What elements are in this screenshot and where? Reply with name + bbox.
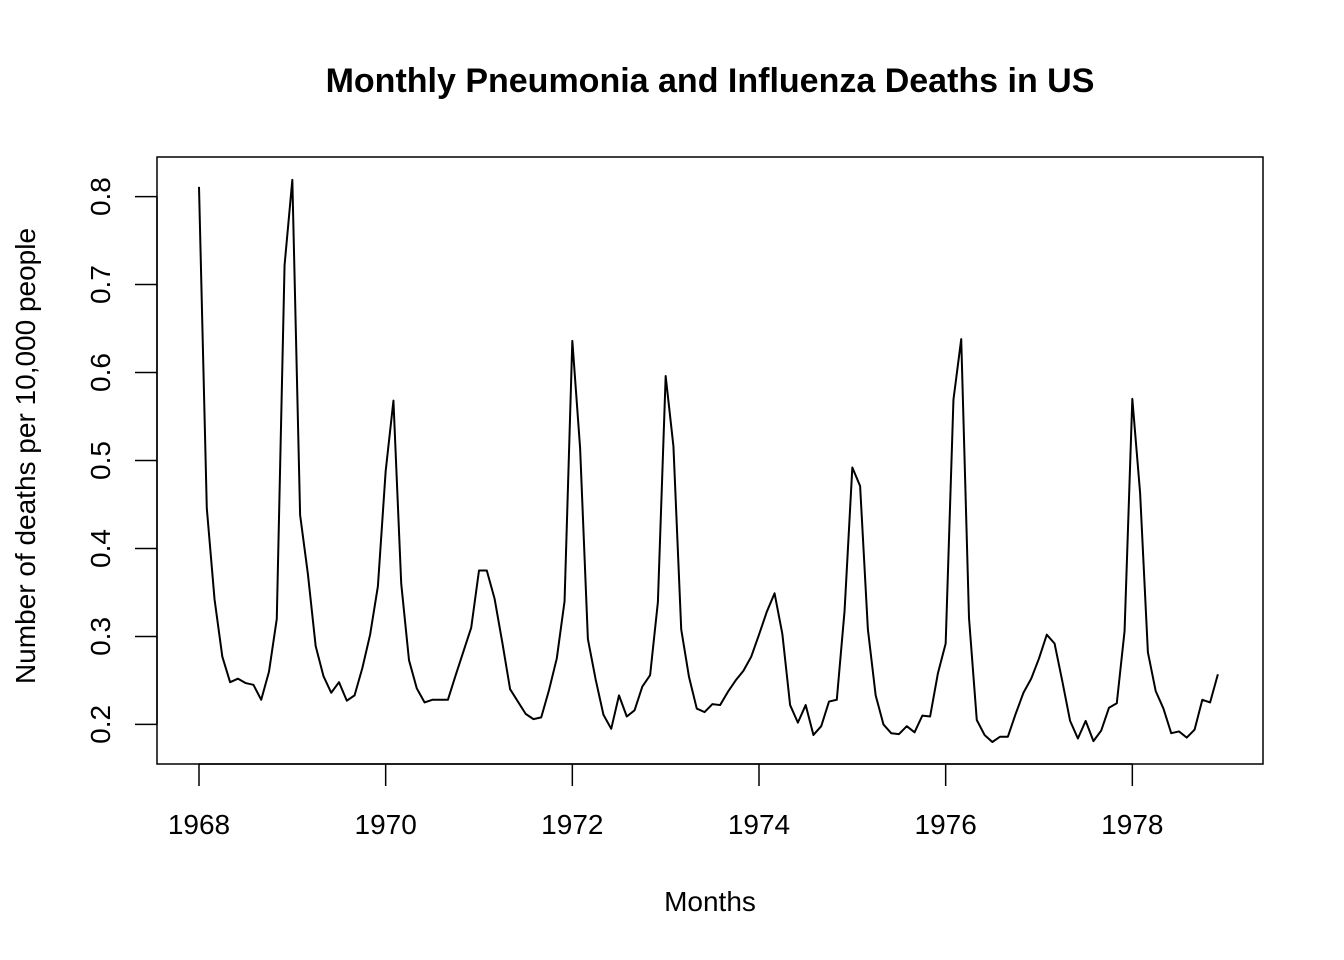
series-line-deaths [198,178,1219,744]
y-tick-label: 0.5 [85,441,116,480]
y-tick-label: 0.3 [85,617,116,656]
x-tick-label: 1976 [915,809,977,840]
x-axis: 1968 1970 1972 1974 1976 1978 [168,763,1163,840]
x-tick-label: 1972 [541,809,603,840]
y-axis-label: Number of deaths per 10,000 people [10,228,41,684]
y-tick-label: 0.2 [85,705,116,744]
x-tick-label: 1974 [728,809,790,840]
x-axis-label: Months [664,886,756,917]
x-tick-label: 1978 [1101,809,1163,840]
y-axis: 0.2 0.3 0.4 0.5 0.6 0.7 0.8 [85,177,158,744]
chart-title: Monthly Pneumonia and Influenza Deaths i… [326,62,1095,100]
x-tick-label: 1970 [355,809,417,840]
x-tick-label: 1968 [168,809,230,840]
y-tick-label: 0.4 [85,529,116,568]
y-tick-label: 0.8 [85,177,116,216]
y-tick-label: 0.7 [85,265,116,304]
y-tick-label: 0.6 [85,353,116,392]
